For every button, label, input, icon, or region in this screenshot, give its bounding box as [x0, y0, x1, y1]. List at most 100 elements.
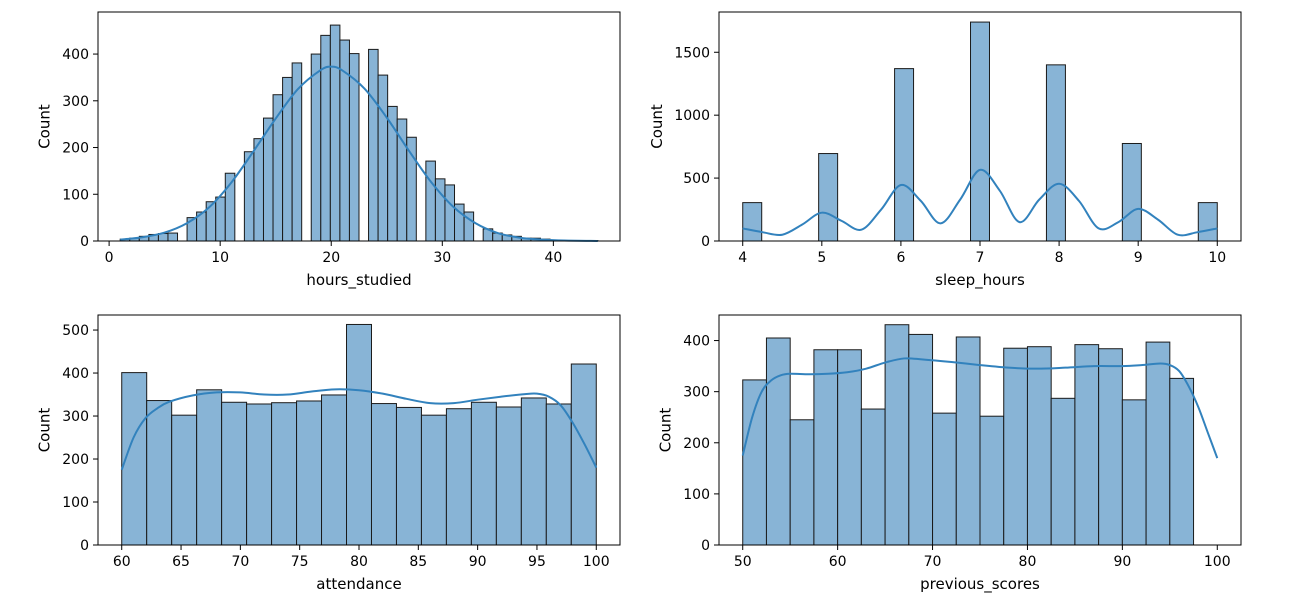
y-axis-label: Count — [657, 408, 675, 453]
histogram-bar — [271, 402, 298, 546]
histogram-bar — [1169, 377, 1195, 546]
y-tick-label: 0 — [80, 234, 89, 250]
histogram-bar — [520, 397, 547, 546]
histogram-bar — [495, 406, 522, 546]
histogram-bar — [765, 337, 791, 546]
histogram-bar — [1121, 142, 1142, 242]
y-tick-label: 200 — [62, 141, 89, 157]
chart-sleep-hours: 4 5 6 7 8 9 10 0 500 1000 1500 sleep_hours Count — [648, 11, 1242, 290]
histogram-bar — [253, 138, 264, 242]
histogram-bar — [146, 400, 173, 546]
y-tick-label: 100 — [683, 487, 710, 503]
kde-line — [741, 357, 1219, 459]
x-axis-label: hours_studied — [306, 271, 411, 290]
y-tick-label: 200 — [62, 452, 89, 468]
y-tick-label: 500 — [683, 171, 710, 187]
x-tick-label: 80 — [350, 554, 368, 570]
x-tick-label: 90 — [1113, 554, 1131, 570]
y-tick-label: 400 — [62, 366, 89, 382]
x-tick-label: 5 — [817, 250, 826, 266]
histogram-bar — [1197, 202, 1218, 242]
y-tick-label: 0 — [701, 538, 710, 554]
x-tick-label: 75 — [291, 554, 309, 570]
histogram-bar — [445, 408, 472, 546]
histogram-bar — [1026, 346, 1052, 546]
y-tick-label: 300 — [62, 94, 89, 110]
histogram-bar — [545, 403, 572, 546]
x-tick-label: 6 — [896, 250, 905, 266]
x-tick-label: 4 — [738, 250, 747, 266]
x-tick-label: 65 — [172, 554, 190, 570]
x-tick-label: 95 — [528, 554, 546, 570]
histogram-bar — [167, 232, 179, 242]
x-tick-label: 100 — [583, 554, 610, 570]
kde-line — [120, 65, 598, 242]
x-tick-label: 9 — [1134, 250, 1143, 266]
x-tick-label: 50 — [734, 554, 752, 570]
y-tick-label: 300 — [62, 409, 89, 425]
x-tick-label: 60 — [829, 554, 847, 570]
histogram-bar — [321, 394, 347, 546]
y-axis-label: Count — [648, 104, 666, 149]
histogram-bar — [243, 151, 255, 242]
y-tick-label: 200 — [683, 436, 710, 452]
histogram-bar — [1121, 399, 1147, 546]
x-tick-label: 60 — [113, 554, 131, 570]
histogram-bar — [246, 403, 273, 546]
histogram-bar — [396, 118, 408, 242]
histogram-bar — [420, 414, 447, 546]
histogram-bar — [377, 74, 389, 242]
histogram-bar — [395, 406, 422, 546]
x-tick-label: 30 — [433, 250, 451, 266]
histogram-bar — [215, 196, 226, 242]
histogram-bar — [1098, 348, 1123, 546]
histogram-bar — [818, 153, 839, 242]
histogram-bar — [425, 160, 436, 242]
y-tick-label: 1000 — [674, 108, 710, 124]
histogram-bar — [813, 349, 839, 546]
axes-frame — [718, 314, 1242, 546]
histogram-bar — [368, 48, 379, 242]
y-tick-label: 0 — [80, 538, 89, 554]
histogram-bar — [1050, 397, 1076, 546]
x-tick-label: 40 — [544, 250, 562, 266]
x-tick-label: 90 — [469, 554, 487, 570]
histogram-bar — [979, 415, 1005, 546]
x-axis-label: attendance — [316, 575, 401, 593]
histogram-bar — [970, 21, 990, 242]
histogram-bar — [370, 403, 397, 546]
histogram-bar — [1045, 64, 1066, 242]
y-tick-label: 400 — [683, 334, 710, 350]
histogram-bar — [329, 24, 341, 242]
histogram-bar — [742, 379, 767, 546]
histogram-bar — [470, 401, 497, 546]
histogram-bar — [894, 68, 915, 242]
x-tick-label: 0 — [105, 250, 114, 266]
x-axis-label: sleep_hours — [935, 271, 1025, 290]
x-tick-label: 70 — [231, 554, 249, 570]
y-axis-label: Count — [36, 104, 54, 149]
y-tick-label: 400 — [62, 47, 89, 63]
chart-previous-scores: 50 60 70 80 90 100 0 100 200 300 400 previous_score… — [657, 314, 1242, 594]
x-tick-label: 8 — [1055, 250, 1064, 266]
histogram-bar — [262, 117, 274, 242]
x-tick-label: 7 — [976, 250, 985, 266]
x-tick-label: 10 — [211, 250, 229, 266]
chart-attendance: 60 65 70 75 80 85 90 95 100 0 100 200 300 400 500 atten… — [36, 314, 621, 593]
histogram-bar — [171, 414, 198, 546]
histogram-bar — [860, 408, 886, 546]
histogram-bar — [310, 53, 322, 242]
histogram-bar — [932, 412, 957, 546]
histogram-bar — [444, 184, 456, 242]
histogram-bar — [837, 349, 862, 546]
histogram-bar — [221, 401, 248, 546]
y-tick-label: 300 — [683, 385, 710, 401]
y-tick-label: 500 — [62, 323, 89, 339]
histogram-bar — [1003, 347, 1028, 546]
histogram-bar — [570, 363, 597, 546]
x-axis-label: previous_scores — [920, 575, 1040, 594]
y-tick-label: 1500 — [674, 45, 710, 61]
x-tick-label: 10 — [1208, 250, 1226, 266]
histogram-bar — [196, 389, 223, 546]
